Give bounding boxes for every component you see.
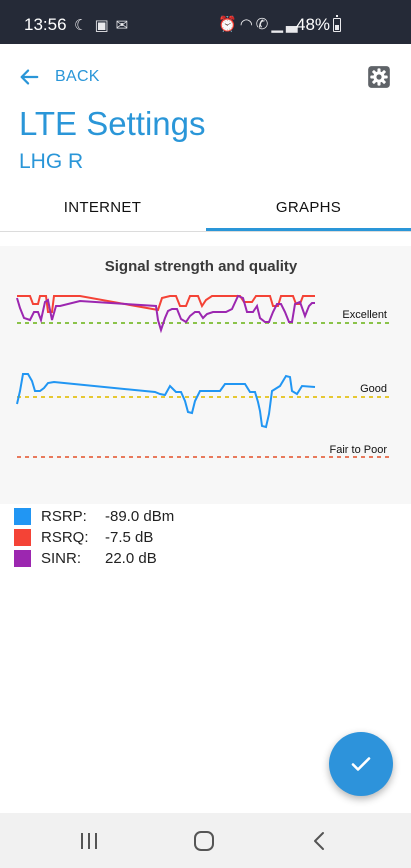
series-line-rsrq: [17, 295, 315, 313]
apply-fab-button[interactable]: [329, 732, 393, 796]
tab-graphs[interactable]: GRAPHS: [275, 199, 342, 216]
notification-icons: ☾▣✉: [74, 16, 135, 34]
legend-value-rsrq: -7.5 dB: [105, 529, 154, 546]
signal-icon: ▁▃: [271, 16, 301, 33]
threshold-label-fair: Fair to Poor: [330, 444, 388, 456]
chart-title: Signal strength and quality: [104, 258, 298, 275]
page-title: LTE Settings: [19, 105, 206, 142]
battery-percent: 48%: [296, 15, 331, 34]
legend-swatch-rsrq: [14, 529, 31, 546]
legend-label-sinr: SINR:: [41, 550, 82, 567]
legend-item-rsrp: RSRP: -89.0 dBm: [14, 506, 314, 527]
system-navigation-bar: [0, 813, 411, 868]
alarm-icon: ⏰: [218, 16, 240, 33]
wifi-call-icon: ✆: [255, 16, 272, 33]
device-name: LHG R: [19, 150, 84, 173]
legend-swatch-sinr: [14, 550, 31, 567]
gear-icon[interactable]: [366, 64, 392, 90]
status-bar: 13:56 ☾▣✉ ⏰◠✆▁▃ 48%: [0, 0, 411, 44]
wifi-icon: ◠: [239, 16, 256, 33]
battery-icon: [333, 15, 341, 32]
chart-legend: RSRP: -89.0 dBm RSRQ: -7.5 dB SINR: 22.0…: [14, 506, 314, 569]
legend-swatch-rsrp: [14, 508, 31, 525]
system-icons: ⏰◠✆▁▃: [218, 15, 300, 33]
signal-chart: Excellent Good Fair to Poor: [16, 294, 393, 458]
legend-value-sinr: 22.0 dB: [105, 550, 157, 567]
legend-label-rsrp: RSRP:: [41, 508, 87, 525]
moon-icon: ☾: [74, 17, 95, 34]
back-nav-icon[interactable]: [306, 827, 334, 855]
back-label: BACK: [55, 68, 100, 85]
threshold-label-excellent: Excellent: [342, 309, 387, 321]
legend-label-rsrq: RSRQ:: [41, 529, 89, 546]
active-tab-indicator: [206, 228, 411, 231]
status-time: 13:56: [24, 15, 67, 34]
legend-value-rsrp: -89.0 dBm: [105, 508, 175, 525]
arrow-left-icon: [20, 69, 39, 85]
recent-apps-icon[interactable]: [75, 827, 103, 855]
chart-background: [0, 246, 411, 504]
threshold-label-good: Good: [360, 383, 387, 395]
back-button[interactable]: BACK: [18, 64, 100, 90]
tab-internet[interactable]: INTERNET: [63, 199, 142, 216]
gmail-icon: ✉: [115, 17, 136, 34]
series-line-sinr: [16, 294, 315, 334]
series-line-rsrp: [16, 373, 316, 429]
image-icon: ▣: [94, 17, 116, 34]
legend-item-rsrq: RSRQ: -7.5 dB: [14, 527, 314, 548]
check-icon: [351, 757, 371, 771]
home-icon[interactable]: [190, 827, 218, 855]
tab-bar: INTERNET GRAPHS: [0, 184, 411, 232]
legend-item-sinr: SINR: 22.0 dB: [14, 548, 314, 569]
